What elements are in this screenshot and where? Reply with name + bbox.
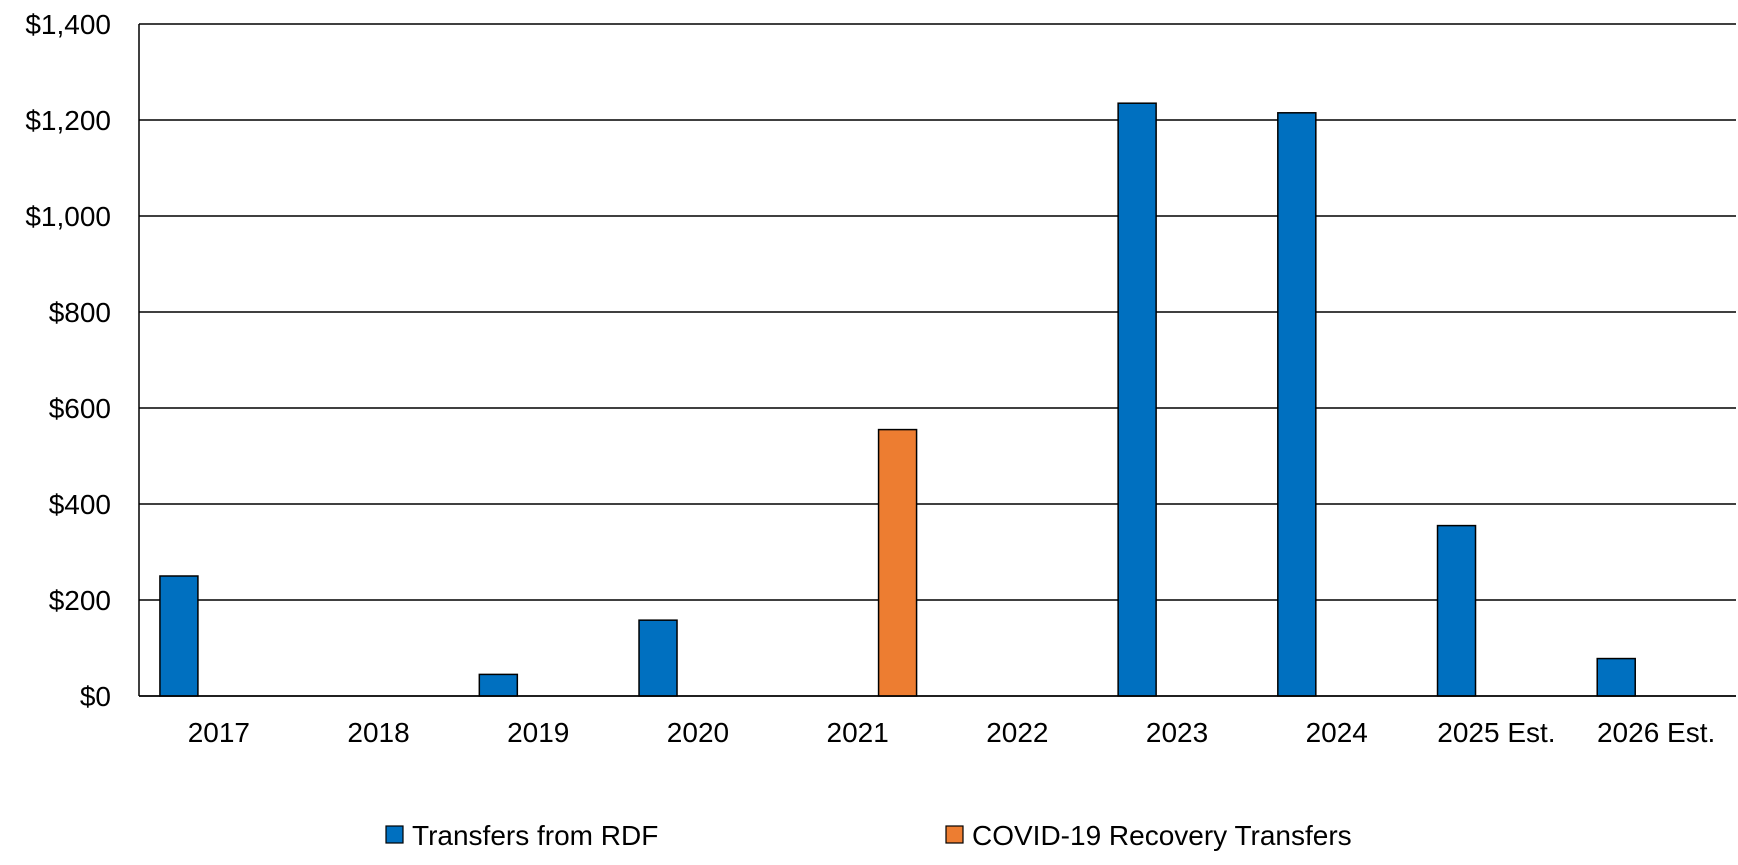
x-tick-label: 2023 — [1146, 717, 1208, 748]
bar-2025-est-series-1 — [1436, 524, 1477, 697]
y-tick-label: $0 — [80, 681, 111, 712]
y-tick-label: $600 — [49, 393, 111, 424]
axes — [138, 24, 1736, 697]
x-tick-label: 2020 — [667, 717, 729, 748]
bar-2020-series-1 — [638, 619, 678, 697]
legend-label: COVID-19 Recovery Transfers — [972, 820, 1352, 851]
y-tick-label: $200 — [49, 585, 111, 616]
x-axis-tick-labels: 2017 2018 2019 2020 2021 2022 2023 2024 2025 Est… — [188, 717, 1716, 748]
legend-label: Transfers from RDF — [412, 820, 658, 851]
x-tick-label: 2024 — [1306, 717, 1368, 748]
y-tick-label: $400 — [49, 489, 111, 520]
x-tick-label: 2026 Est. — [1597, 717, 1715, 748]
bar-2026-est-series-1 — [1596, 657, 1636, 697]
x-tick-label: 2018 — [347, 717, 409, 748]
y-tick-label: $800 — [49, 297, 111, 328]
bar-2023-series-1 — [1117, 102, 1157, 697]
bar-2019-series-1 — [478, 673, 519, 697]
x-tick-label: 2017 — [188, 717, 250, 748]
y-tick-label: $1,000 — [25, 201, 111, 232]
legend-swatch — [945, 825, 964, 844]
y-tick-label: $1,200 — [25, 105, 111, 136]
x-tick-label: 2021 — [827, 717, 889, 748]
bar-2017-series-1 — [159, 575, 199, 697]
bar-2021-series-2 — [877, 428, 918, 697]
gridlines — [139, 23, 1736, 697]
legend-swatch — [385, 825, 404, 844]
y-tick-label: $1,400 — [25, 9, 111, 40]
x-tick-label: 2025 Est. — [1437, 717, 1555, 748]
x-tick-label: 2022 — [986, 717, 1048, 748]
x-tick-label: 2019 — [507, 717, 569, 748]
legend: Transfers from RDF COVID-19 Recovery Tran… — [385, 820, 1352, 851]
bar-2024-series-1 — [1277, 112, 1317, 697]
y-axis-tick-labels: $0 $200 $400 $600 $800 $1,000 $1,200 $1,400 — [25, 9, 111, 712]
bars — [159, 102, 1636, 697]
